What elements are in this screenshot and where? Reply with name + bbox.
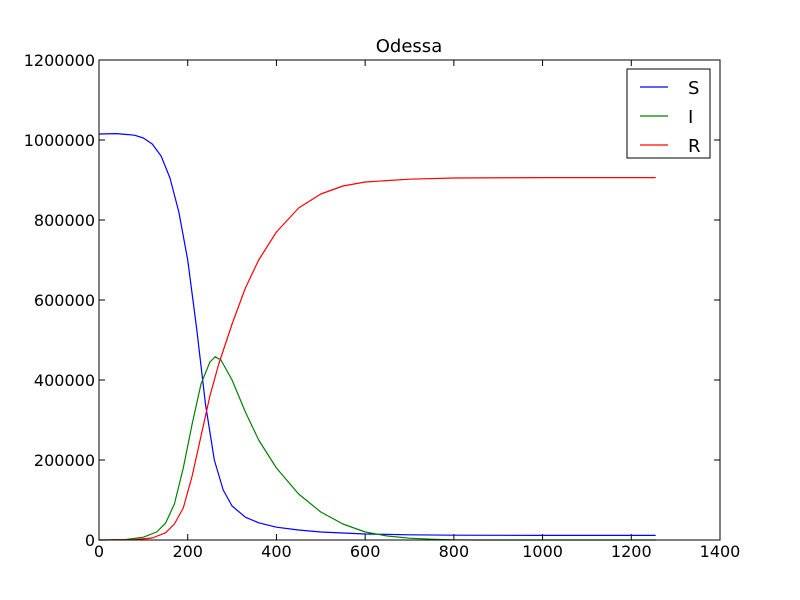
- legend-box: [626, 68, 711, 159]
- series-line-i: [98, 356, 656, 541]
- series-line-s: [98, 133, 656, 537]
- series-line-r: [98, 177, 656, 541]
- x-tick-label: 0: [94, 542, 104, 561]
- y-axis: 0 200000 400000 600000 800000 1000000 1200000: [24, 51, 720, 550]
- plot-area: [99, 60, 720, 540]
- legend-label-r: R: [688, 136, 701, 157]
- x-tick-label: 600: [350, 542, 381, 561]
- x-axis: 0 200 400 600 800 1000 1200 1400: [94, 60, 740, 561]
- x-tick-label: 1400: [700, 542, 741, 561]
- y-tick-label: 400000: [34, 371, 95, 390]
- x-tick-label: 1000: [522, 542, 563, 561]
- x-tick-label: 800: [439, 542, 470, 561]
- y-tick-label: 0: [85, 531, 95, 550]
- legend-label-s: S: [688, 78, 699, 99]
- y-tick-label: 1000000: [24, 131, 95, 150]
- chart-title: Odessa: [376, 36, 442, 57]
- y-tick-label: 1200000: [24, 51, 95, 70]
- y-tick-label: 800000: [34, 211, 95, 230]
- x-tick-label: 200: [172, 542, 203, 561]
- legend: SIR: [626, 68, 711, 159]
- y-tick-label: 200000: [34, 451, 95, 470]
- legend-label-i: I: [688, 107, 693, 128]
- x-tick-label: 400: [261, 542, 292, 561]
- x-tick-label: 1200: [611, 542, 652, 561]
- plot-frame: [98, 59, 721, 541]
- series-layer: [98, 133, 656, 541]
- y-tick-label: 600000: [34, 291, 95, 310]
